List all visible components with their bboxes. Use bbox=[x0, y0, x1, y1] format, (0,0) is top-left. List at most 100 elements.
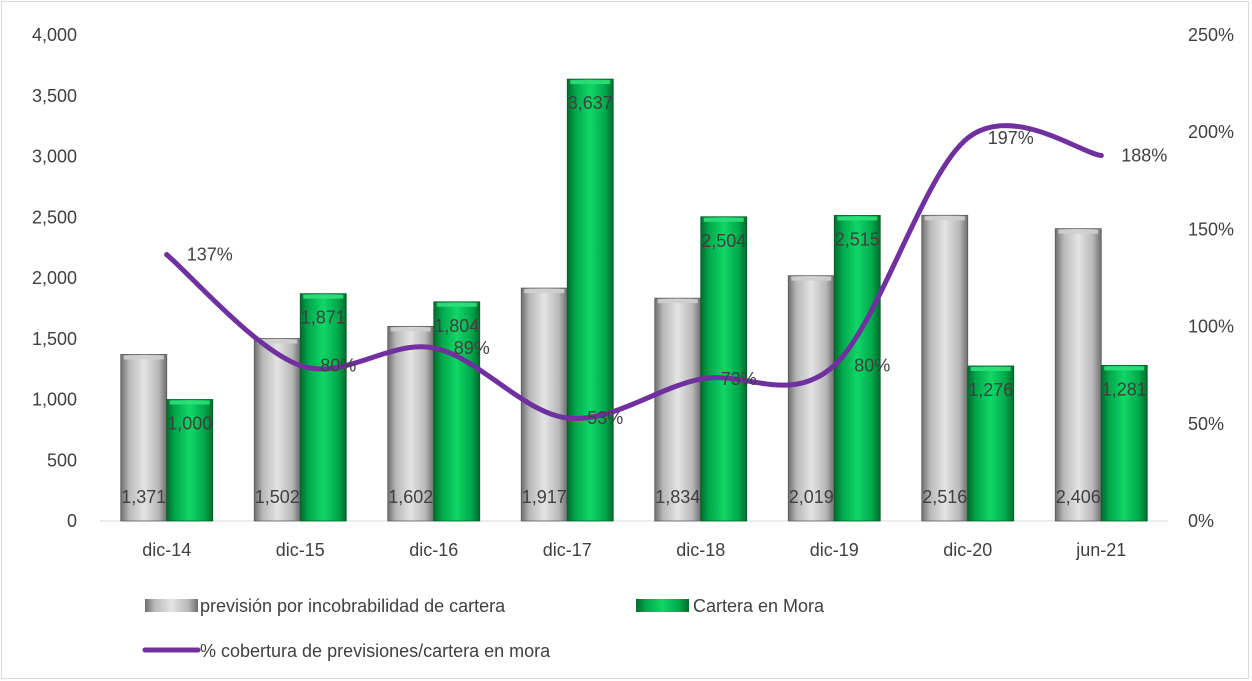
bar-body bbox=[654, 297, 702, 522]
x-tick-label: dic-16 bbox=[409, 540, 458, 560]
bar-bevel bbox=[570, 80, 611, 85]
bar-body bbox=[787, 275, 835, 522]
line-point-cobertura bbox=[831, 362, 837, 368]
x-tick-label: dic-14 bbox=[142, 540, 191, 560]
line-point-cobertura bbox=[431, 345, 437, 351]
bar-cartera-en-mora bbox=[166, 399, 214, 522]
bar-prevision bbox=[120, 354, 168, 522]
y-left-tick-label: 3,000 bbox=[32, 147, 77, 167]
bar-bevel bbox=[837, 216, 878, 221]
legend-item-cartera: Cartera en Mora bbox=[636, 596, 825, 616]
data-label-cobertura: 89% bbox=[454, 338, 490, 358]
data-label-cartera: 1,000 bbox=[167, 414, 212, 434]
bar-body bbox=[433, 301, 481, 522]
y-left-tick-label: 3,500 bbox=[32, 86, 77, 106]
x-tick-label: dic-18 bbox=[676, 540, 725, 560]
data-label-prevision: 1,917 bbox=[522, 487, 567, 507]
y-right-tick-label: 50% bbox=[1188, 414, 1224, 434]
bar-bevel bbox=[303, 294, 344, 299]
legend: previsión por incobrabilidad de cartera … bbox=[142, 596, 825, 661]
bar-body bbox=[120, 354, 168, 522]
bar-bevel bbox=[436, 302, 477, 307]
line-point-cobertura bbox=[564, 415, 570, 421]
bar-cartera-en-mora bbox=[1100, 364, 1148, 522]
bar-body bbox=[387, 325, 435, 522]
data-label-cartera: 3,637 bbox=[568, 93, 613, 113]
data-label-cobertura: 80% bbox=[854, 355, 890, 375]
data-label-cartera: 1,276 bbox=[968, 380, 1013, 400]
y-right-tick-label: 0% bbox=[1188, 511, 1214, 531]
line-point-cobertura bbox=[698, 376, 704, 382]
data-label-cobertura: 137% bbox=[187, 245, 233, 265]
bar-bevel bbox=[257, 339, 298, 344]
y-right-tick-label: 150% bbox=[1188, 219, 1234, 239]
line-point-cobertura bbox=[965, 135, 971, 141]
data-label-prevision: 1,371 bbox=[121, 487, 166, 507]
bar-bevel bbox=[169, 400, 210, 405]
bar-prevision bbox=[387, 325, 435, 522]
data-label-cobertura: 80% bbox=[320, 355, 356, 375]
bars-layer bbox=[120, 78, 1148, 522]
data-label-prevision: 1,834 bbox=[655, 487, 700, 507]
bar-cartera-en-mora bbox=[833, 215, 881, 522]
bar-bevel bbox=[791, 276, 832, 281]
bar-bevel bbox=[1104, 366, 1145, 371]
bar-bevel bbox=[123, 355, 164, 360]
x-tick-label: dic-19 bbox=[810, 540, 859, 560]
line-layer bbox=[164, 123, 1104, 421]
line-point-cobertura bbox=[164, 252, 170, 258]
bar-cartera-en-mora bbox=[299, 293, 347, 522]
bar-bevel bbox=[1058, 229, 1099, 234]
x-tick-label: jun-21 bbox=[1075, 540, 1126, 560]
bar-body bbox=[166, 399, 214, 522]
data-label-prevision: 2,516 bbox=[922, 487, 967, 507]
bar-bevel bbox=[657, 299, 698, 304]
data-label-cartera: 1,281 bbox=[1102, 379, 1147, 399]
bar-prevision bbox=[787, 275, 835, 522]
data-label-cobertura: 197% bbox=[988, 128, 1034, 148]
y-left-tick-label: 1,500 bbox=[32, 329, 77, 349]
legend-item-prevision: previsión por incobrabilidad de cartera bbox=[145, 596, 506, 616]
bar-body bbox=[700, 216, 748, 522]
line-point-cobertura bbox=[1098, 153, 1104, 159]
data-label-cobertura: 73% bbox=[721, 369, 757, 389]
bar-prevision bbox=[654, 297, 702, 522]
bar-cartera-en-mora bbox=[433, 301, 481, 522]
y-left-tick-label: 2,500 bbox=[32, 207, 77, 227]
legend-label-prevision: previsión por incobrabilidad de cartera bbox=[200, 596, 506, 616]
bar-body bbox=[1100, 364, 1148, 522]
bar-cartera-en-mora bbox=[967, 365, 1015, 522]
y-left-tick-label: 0 bbox=[67, 511, 77, 531]
bar-bevel bbox=[970, 366, 1011, 371]
x-tick-label: dic-17 bbox=[543, 540, 592, 560]
legend-item-cobertura: % cobertura de previsiones/cartera en mo… bbox=[142, 641, 551, 661]
bar-body bbox=[967, 365, 1015, 522]
bar-bevel bbox=[390, 327, 431, 332]
y-left-tick-label: 500 bbox=[47, 450, 77, 470]
legend-label-cartera: Cartera en Mora bbox=[693, 596, 825, 616]
bar-prevision bbox=[1054, 228, 1102, 522]
labels-layer: 1,371 1,502 1,602 1,917 1,834 2,019 2,516 2,406… bbox=[121, 93, 1167, 507]
data-label-cartera: 1,871 bbox=[301, 308, 346, 328]
data-label-prevision: 1,502 bbox=[255, 487, 300, 507]
line-cobertura bbox=[164, 123, 1104, 421]
y-left-tick-label: 1,000 bbox=[32, 390, 77, 410]
data-label-cobertura: 53% bbox=[587, 408, 623, 428]
legend-swatch-prevision bbox=[145, 599, 198, 612]
bar-body bbox=[1054, 228, 1102, 522]
bar-body bbox=[921, 214, 969, 522]
legend-swatch-cartera bbox=[636, 599, 689, 612]
data-label-cartera: 2,515 bbox=[835, 229, 880, 249]
bar-cartera-en-mora bbox=[700, 216, 748, 522]
bar-body bbox=[299, 293, 347, 522]
data-label-prevision: 2,406 bbox=[1056, 487, 1101, 507]
bar-cartera-en-mora bbox=[566, 78, 614, 522]
x-tick-label: dic-20 bbox=[943, 540, 992, 560]
bar-body bbox=[833, 215, 881, 522]
y-right-tick-label: 100% bbox=[1188, 317, 1234, 337]
x-tick-label: dic-15 bbox=[276, 540, 325, 560]
y-left-tick-label: 2,000 bbox=[32, 268, 77, 288]
data-label-cartera: 2,504 bbox=[701, 231, 746, 251]
